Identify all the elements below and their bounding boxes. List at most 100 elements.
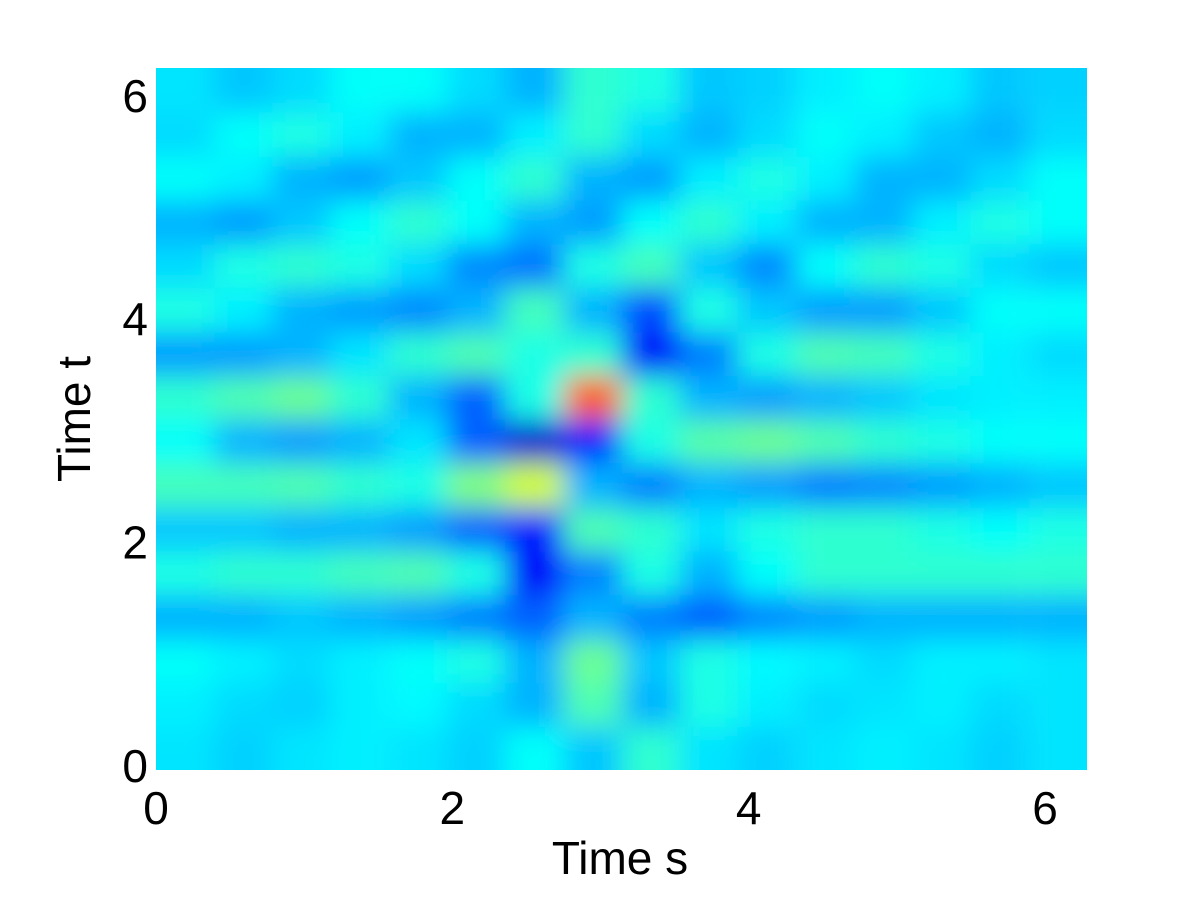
heatmap-cell (504, 68, 564, 113)
heatmap-cell (912, 287, 972, 333)
heatmap-cell (622, 331, 681, 377)
x-axis-label: Time s (552, 832, 688, 884)
heatmap-cell (272, 463, 332, 508)
heatmap-cell (622, 595, 681, 640)
heatmap-cell (970, 199, 1030, 245)
heatmap-cell (1029, 156, 1087, 201)
heatmap-cell (1029, 331, 1087, 377)
x-tick-label: 0 (143, 782, 169, 834)
heatmap-cell (214, 506, 274, 552)
heatmap-cell (854, 463, 914, 508)
heatmap-cell (564, 418, 624, 464)
heatmap-cell (622, 287, 681, 333)
heatmap-cell (622, 375, 681, 420)
heatmap-cell (737, 375, 797, 420)
heatmap-cell (330, 375, 389, 420)
heatmap-cell (679, 68, 739, 113)
heatmap-cell (912, 331, 972, 377)
heatmap-cell (214, 68, 274, 113)
heatmap-cell (156, 463, 216, 508)
heatmap-cell (447, 463, 506, 508)
heatmap-cell (737, 243, 797, 288)
heatmap-cell (854, 682, 914, 727)
heatmap-cell (1029, 199, 1087, 245)
heatmap (156, 68, 1087, 770)
heatmap-cell (272, 68, 332, 113)
heatmap-cell (854, 68, 914, 113)
heatmap-cell (854, 638, 914, 684)
heatmap-cell (912, 112, 972, 158)
heatmap-cell (504, 331, 564, 377)
heatmap-cell (156, 682, 216, 727)
heatmap-cell (912, 243, 972, 288)
heatmap-cell (214, 638, 274, 684)
heatmap-cell (622, 725, 681, 770)
heatmap-cell (214, 112, 274, 158)
heatmap-cell (156, 243, 216, 288)
heatmap-cell (679, 725, 739, 770)
heatmap-cell (854, 725, 914, 770)
heatmap-cell (389, 638, 449, 684)
heatmap-cell (272, 725, 332, 770)
heatmap-cell (854, 243, 914, 288)
heatmap-cell (447, 638, 506, 684)
heatmap-cell (737, 331, 797, 377)
heatmap-cell (622, 112, 681, 158)
heatmap-cell (970, 682, 1030, 727)
heatmap-cell (389, 725, 449, 770)
heatmap-cell (737, 287, 797, 333)
heatmap-cell (854, 199, 914, 245)
heatmap-cell (970, 463, 1030, 508)
heatmap-cell (912, 550, 972, 596)
heatmap-cell (564, 638, 624, 684)
heatmap-cell (796, 331, 856, 377)
heatmap-cell (737, 682, 797, 727)
heatmap-cell (970, 68, 1030, 113)
heatmap-cell (330, 68, 389, 113)
heatmap-cell (796, 375, 856, 420)
heatmap-cell (737, 595, 797, 640)
heatmap-cell (1029, 595, 1087, 640)
heatmap-cell (389, 463, 449, 508)
heatmap-cell (447, 243, 506, 288)
heatmap-cell (447, 156, 506, 201)
heatmap-cell (737, 68, 797, 113)
heatmap-cell (564, 331, 624, 377)
heatmap-cell (156, 638, 216, 684)
heatmap-cell (970, 725, 1030, 770)
heatmap-cell (504, 638, 564, 684)
heatmap-cell (447, 418, 506, 464)
heatmap-cell (272, 199, 332, 245)
heatmap-cell (1029, 463, 1087, 508)
heatmap-cell (272, 550, 332, 596)
heatmap-cell (447, 506, 506, 552)
heatmap-cell (272, 112, 332, 158)
heatmap-cell (447, 331, 506, 377)
heatmap-cell (272, 506, 332, 552)
heatmap-cell (272, 156, 332, 201)
heatmap-cell (330, 199, 389, 245)
plot-area (156, 68, 1087, 770)
heatmap-cell (679, 638, 739, 684)
heatmap-cell (564, 112, 624, 158)
heatmap-cell (912, 595, 972, 640)
heatmap-cell (330, 243, 389, 288)
heatmap-cell (854, 331, 914, 377)
heatmap-cell (796, 595, 856, 640)
heatmap-cell (504, 375, 564, 420)
heatmap-cell (564, 595, 624, 640)
heatmap-cell (156, 331, 216, 377)
heatmap-cell (389, 682, 449, 727)
heatmap-cell (214, 243, 274, 288)
heatmap-cell (564, 463, 624, 508)
heatmap-cell (622, 199, 681, 245)
heatmap-cell (330, 638, 389, 684)
heatmap-cell (679, 418, 739, 464)
heatmap-cell (912, 506, 972, 552)
heatmap-cell (447, 682, 506, 727)
heatmap-cell (854, 595, 914, 640)
heatmap-cell (622, 418, 681, 464)
heatmap-cell (156, 199, 216, 245)
heatmap-cell (564, 725, 624, 770)
